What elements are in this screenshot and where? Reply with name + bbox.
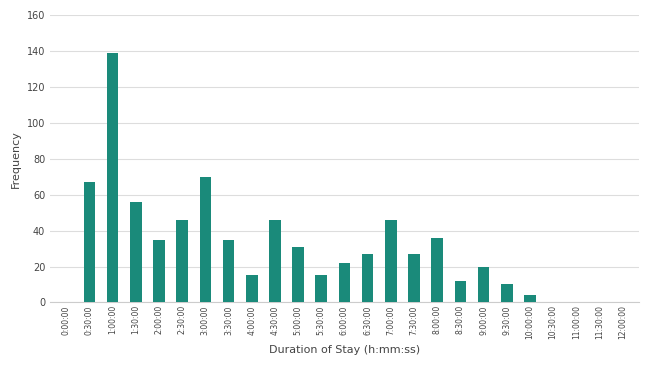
Bar xyxy=(200,177,211,302)
Bar xyxy=(130,202,142,302)
Y-axis label: Frequency: Frequency xyxy=(11,130,21,188)
Bar xyxy=(176,220,188,302)
Bar xyxy=(223,240,235,302)
X-axis label: Duration of Stay (h:mm:ss): Duration of Stay (h:mm:ss) xyxy=(269,345,420,355)
Bar xyxy=(524,295,536,302)
Bar xyxy=(315,276,327,302)
Bar xyxy=(84,182,96,302)
Bar xyxy=(339,263,350,302)
Bar xyxy=(292,247,304,302)
Bar xyxy=(269,220,281,302)
Bar xyxy=(362,254,374,302)
Bar xyxy=(408,254,420,302)
Bar xyxy=(478,266,489,302)
Bar xyxy=(153,240,165,302)
Bar xyxy=(501,284,513,302)
Bar xyxy=(246,276,257,302)
Bar xyxy=(432,238,443,302)
Bar xyxy=(385,220,396,302)
Bar xyxy=(454,281,466,302)
Bar xyxy=(107,53,118,302)
